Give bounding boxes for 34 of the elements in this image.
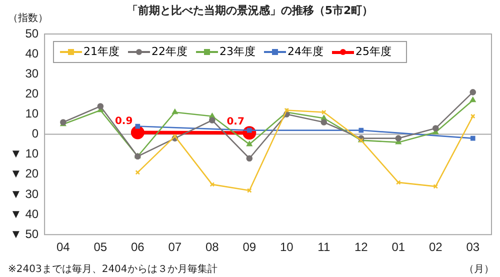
y-tick-label: ▼ 40 bbox=[10, 206, 39, 221]
y-tick-label: 40 bbox=[25, 46, 39, 60]
x-tick-label: 12 bbox=[354, 240, 368, 254]
y-tick-label: 20 bbox=[25, 86, 39, 100]
x-tick-label: 09 bbox=[242, 240, 256, 254]
y-tick-label: ▼ 10 bbox=[10, 146, 39, 161]
y-tick-label: ▼ 30 bbox=[10, 186, 39, 201]
text: ※2403までは毎月、2404からは３か月毎集計 bbox=[8, 262, 218, 276]
y-tick-label: 30 bbox=[25, 66, 39, 80]
data-label: 0.7 bbox=[226, 116, 244, 128]
x-tick-label: 05 bbox=[94, 240, 108, 254]
y-tick-label: 0 bbox=[32, 126, 39, 141]
legend-label: 23年度 bbox=[220, 44, 256, 59]
x-tick-label: 10 bbox=[280, 240, 294, 254]
y-tick-label: 10 bbox=[25, 106, 39, 121]
y-tick-label: ▼ 20 bbox=[10, 166, 39, 181]
x-axis-title: （月） bbox=[464, 263, 494, 276]
x-tick-label: 03 bbox=[466, 240, 480, 254]
data-label: 0.9 bbox=[114, 116, 133, 128]
legend-label: 22年度 bbox=[152, 44, 188, 59]
x-tick-label: 06 bbox=[130, 240, 145, 254]
x-tick-label: 01 bbox=[392, 240, 406, 254]
y-tick-label: 50 bbox=[25, 26, 39, 40]
x-tick-label: 04 bbox=[56, 240, 70, 254]
chart-title: 「前期と比べた当期の景況感」の推移（5市2町） bbox=[126, 4, 374, 17]
x-tick-label: 02 bbox=[428, 240, 443, 254]
x-tick-label: 07 bbox=[168, 240, 182, 254]
legend-label: 25年度 bbox=[356, 44, 392, 59]
y-tick-label: ▼ 50 bbox=[10, 226, 39, 241]
x-tick-label: 11 bbox=[318, 240, 330, 254]
legend-label: 21年度 bbox=[84, 44, 120, 59]
legend-label: 24年度 bbox=[288, 44, 324, 59]
y-axis-title: （指数） bbox=[8, 12, 48, 25]
x-tick-label: 08 bbox=[205, 240, 220, 254]
